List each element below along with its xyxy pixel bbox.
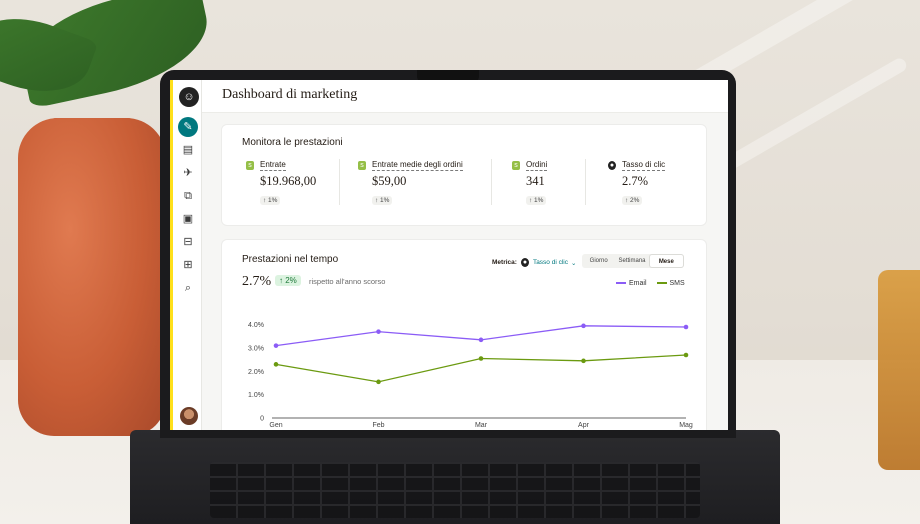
automations-icon[interactable]: ⧉ [184,190,192,202]
data-point-email [683,324,689,330]
x-tick-label: Mar [475,422,488,429]
light-streak [711,55,909,179]
create-pencil-icon[interactable]: ✎ [178,117,198,137]
avatar[interactable] [180,407,198,425]
metric-change: ↑ 1% [260,196,281,205]
app-screen: ☺ ✎ ▤ ✈ ⧉ ▣ ⊟ ⊞ ⌕ Dashboard di marketing… [170,80,728,430]
chart-legend: Email SMS [616,280,685,287]
data-point-sms [478,356,484,361]
metric-value: $59,00 [372,174,407,188]
legend-label: Email [629,280,647,287]
period-day[interactable]: Giorno [589,258,608,264]
terracotta-vase [18,118,166,436]
metric-selector[interactable]: Metrica: ● Tasso di clic ⌄ [492,258,576,267]
data-point-email [273,343,279,348]
metric-value: 341 [526,174,545,188]
legend-email[interactable]: Email [616,280,647,287]
line-chart: 0 1.0% 2.0% 3.0% 4.0% Gen Feb Mar Apr Mag [248,322,693,429]
website-icon[interactable]: ▣ [182,213,194,225]
mailchimp-logo-icon[interactable]: ☺ [179,87,199,107]
shopify-icon: s [512,160,520,170]
metric-change: ↑ 2% [622,196,643,205]
y-tick-label: 0 [260,416,264,423]
metric-selector-value: Tasso di clic [532,259,568,266]
y-tick-label: 2.0% [248,369,264,376]
audience-icon[interactable]: ▤ [182,144,194,156]
legend-sms[interactable]: SMS [656,280,685,287]
chevron-down-icon: ⌄ [570,259,577,267]
current-rate: 2.7% [242,274,272,289]
legend-swatch [616,282,626,285]
y-tick-label: 3.0% [248,346,264,353]
mailchimp-icon: ● [608,160,616,170]
metric-click-rate[interactable]: ● Tasso di clic 2.7% ↑ 2% [586,159,686,205]
campaigns-icon[interactable]: ✈ [183,167,193,179]
period-month[interactable]: Mese [649,255,683,267]
data-point-sms [581,358,586,364]
shopify-icon: s [358,160,366,170]
metric-label: Tasso di clic [622,159,666,171]
metric-selector-label: Metrica: [492,259,517,266]
data-point-sms [273,362,279,367]
y-tick-label: 4.0% [248,322,264,329]
keyboard [210,462,700,518]
data-point-sms [683,352,689,358]
integrations-grid-icon[interactable]: ⊞ [183,259,193,271]
page-title: Dashboard di marketing [222,87,358,102]
metric-orders[interactable]: s Ordini 341 ↑ 1% [492,159,586,205]
x-tick-label: Mag [679,422,693,429]
metric-label: Entrate medie degli ordini [372,159,463,171]
section-title: Prestazioni nel tempo [242,254,339,265]
data-point-sms [376,379,381,385]
sidebar: ☺ ✎ ▤ ✈ ⧉ ▣ ⊟ ⊞ ⌕ [170,80,202,430]
data-point-email [478,337,484,343]
metric-label: Ordini [526,159,548,171]
content-studio-icon[interactable]: ⊟ [183,236,193,248]
x-tick-label: Feb [372,422,384,429]
metric-value: $19.968,00 [260,174,317,188]
metric-revenue[interactable]: s Entrate $19.968,00 ↑ 1% [240,159,340,205]
metric-avg-order[interactable]: s Entrate medie degli ordini $59,00 ↑ 1% [340,159,492,205]
top-bar: Dashboard di marketing [202,80,728,113]
data-point-email [376,329,381,334]
performance-card: Monitora le prestazioni s Entrate $19.968… [222,125,706,225]
metric-change: ↑ 1% [526,196,547,205]
trend-note: rispetto all'anno scorso [309,277,386,286]
legend-label: SMS [669,280,685,287]
period-week[interactable]: Settimana [618,258,646,264]
series-line-email [275,325,687,347]
mailchimp-icon: ● [520,258,529,267]
metrics-row: s Entrate $19.968,00 ↑ 1% s Entrate medie … [240,159,692,205]
legend-swatch [656,282,667,285]
metric-change: ↑ 1% [372,196,393,205]
metric-value: 2.7% [622,174,649,188]
data-point-email [581,323,586,329]
performance-title: Monitora le prestazioni [242,137,343,148]
amber-glass [878,270,920,470]
metric-label: Entrate [260,159,286,171]
performance-over-time-card: Prestazioni nel tempo 2.7% ↑ 2% rispetto… [222,240,706,430]
trend-badge: ↑ 2% [275,275,301,286]
x-tick-label: Gen [269,422,282,429]
search-icon[interactable]: ⌕ [184,282,192,294]
x-tick-label: Apr [578,422,590,429]
shopify-icon: s [246,160,254,170]
y-tick-label: 1.0% [248,392,264,399]
period-toggle: Giorno Settimana Mese [582,254,684,268]
